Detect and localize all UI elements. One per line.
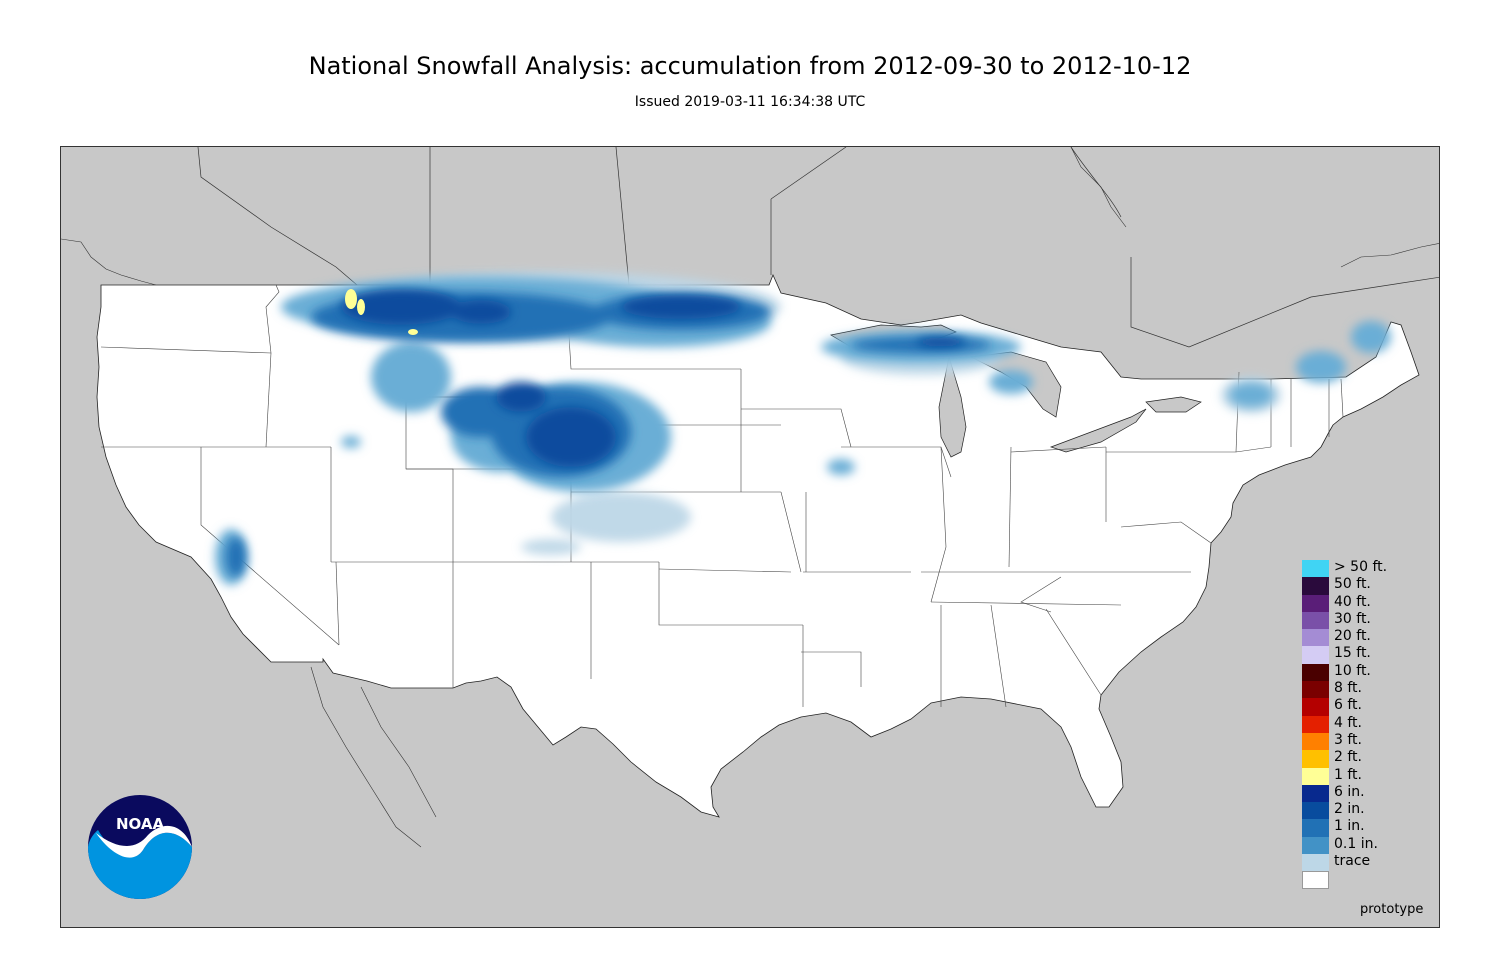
noaa-logo: NOAA <box>88 795 192 899</box>
legend-swatch <box>1302 715 1329 733</box>
legend-label: 50 ft. <box>1334 576 1371 593</box>
legend-swatch <box>1302 681 1329 699</box>
legend-label: 1 in. <box>1334 818 1365 835</box>
prototype-label: prototype <box>1360 902 1424 917</box>
great-lakes <box>830 324 1202 458</box>
legend-swatch <box>1302 750 1329 768</box>
coastline-details <box>61 147 1439 848</box>
legend-swatch <box>1302 871 1329 889</box>
legend-label: 15 ft. <box>1334 645 1371 662</box>
legend-label: 20 ft. <box>1334 628 1371 645</box>
legend-label: trace <box>1334 853 1371 870</box>
legend-swatch <box>1302 577 1329 595</box>
legend-label: 6 ft. <box>1334 697 1362 714</box>
legend-swatch <box>1302 767 1329 785</box>
legend-swatch <box>1302 560 1329 578</box>
legend-label: 30 ft. <box>1334 610 1371 627</box>
snowfall-one-foot <box>345 289 418 335</box>
legend-label: > 50 ft. <box>1334 559 1388 575</box>
legend-swatch <box>1302 698 1329 716</box>
legend-label: 40 ft. <box>1334 593 1371 610</box>
legend-label: 2 ft. <box>1334 749 1362 766</box>
legend-swatch <box>1302 646 1329 664</box>
snowfall-heavy <box>341 289 966 467</box>
legend-label: 2 in. <box>1334 801 1365 818</box>
canada-borders <box>197 147 1439 348</box>
usa-landmass <box>96 273 1420 818</box>
legend-label: 1 ft. <box>1334 766 1362 783</box>
legend-swatch <box>1302 819 1329 837</box>
snowfall-map[interactable] <box>60 146 1440 928</box>
legend-label: 4 ft. <box>1334 714 1362 731</box>
legend-label: 0.1 in. <box>1334 835 1378 852</box>
legend-swatch <box>1302 784 1329 803</box>
legend-label: 6 in. <box>1334 783 1365 800</box>
legend-swatch <box>1302 854 1329 872</box>
page-title: National Snowfall Analysis: accumulation… <box>308 52 1192 80</box>
legend-label: 10 ft. <box>1334 662 1371 679</box>
legend-swatch <box>1302 629 1329 647</box>
svg-text:NOAA: NOAA <box>116 815 165 833</box>
issued-timestamp: Issued 2019-03-11 16:34:38 UTC <box>634 94 866 110</box>
legend-label: 3 ft. <box>1334 731 1362 748</box>
legend-swatch <box>1302 732 1329 751</box>
legend-swatch <box>1302 611 1329 630</box>
legend-swatch <box>1302 802 1329 820</box>
legend-swatch <box>1302 836 1329 855</box>
legend-label: 8 ft. <box>1334 680 1362 697</box>
legend-swatch <box>1302 594 1329 612</box>
legend-swatch <box>1302 663 1329 682</box>
